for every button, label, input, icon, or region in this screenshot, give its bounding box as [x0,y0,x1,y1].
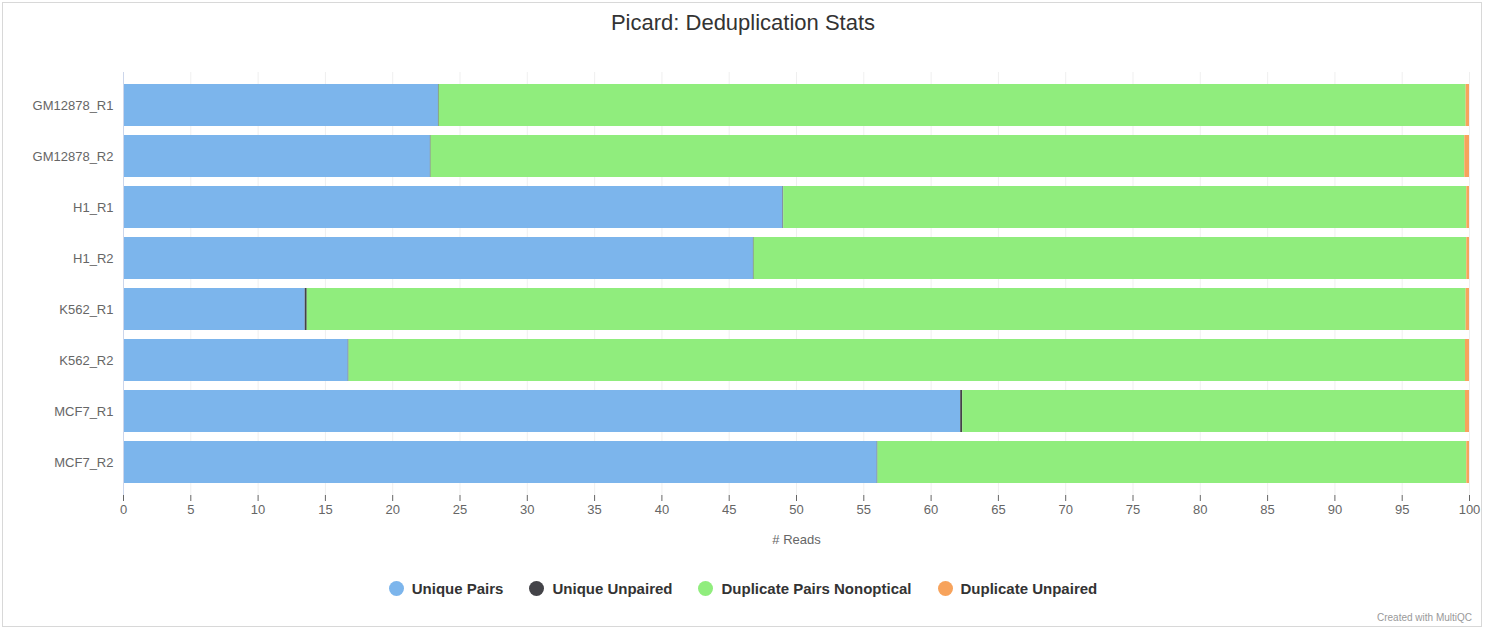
svg-text:GM12878_R2: GM12878_R2 [33,149,114,164]
svg-text:35: 35 [587,502,601,517]
svg-text:# Reads: # Reads [772,532,821,547]
svg-text:5: 5 [187,502,194,517]
html-text:Unique Unpaired: Unique Unpaired [552,580,673,597]
svg-text:100: 100 [1459,502,1481,517]
svg-text:45: 45 [722,502,736,517]
svg-text:H1_R2: H1_R2 [73,251,113,266]
html-text:Duplicate Unpaired: Duplicate Unpaired [960,580,1098,597]
svg-text:50: 50 [789,502,803,517]
html-text:Unique Pairs: Unique Pairs [411,580,504,597]
svg-text:K562_R1: K562_R1 [59,302,113,317]
svg-text:80: 80 [1193,502,1207,517]
svg-text:40: 40 [655,502,669,517]
svg-text:0: 0 [120,502,127,517]
svg-text:15: 15 [318,502,332,517]
svg-text:K562_R2: K562_R2 [59,353,113,368]
svg-text:75: 75 [1126,502,1140,517]
svg-text:GM12878_R1: GM12878_R1 [33,98,114,113]
svg-text:70: 70 [1058,502,1072,517]
svg-text:30: 30 [520,502,534,517]
html-text:Duplicate Pairs Nonoptical: Duplicate Pairs Nonoptical [721,580,912,597]
svg-text:65: 65 [991,502,1005,517]
svg-text:25: 25 [453,502,467,517]
svg-text:20: 20 [385,502,399,517]
svg-text:60: 60 [924,502,938,517]
svg-text:MCF7_R1: MCF7_R1 [54,404,113,419]
html-text:Created with MultiQC: Created with MultiQC [1377,612,1472,623]
svg-text:85: 85 [1260,502,1274,517]
svg-text:90: 90 [1328,502,1342,517]
svg-text:MCF7_R2: MCF7_R2 [54,455,113,470]
svg-text:95: 95 [1395,502,1409,517]
svg-text:H1_R1: H1_R1 [73,200,113,215]
svg-text:10: 10 [251,502,265,517]
html-text:Picard: Deduplication Stats: Picard: Deduplication Stats [610,10,876,35]
svg-text:55: 55 [857,502,871,517]
